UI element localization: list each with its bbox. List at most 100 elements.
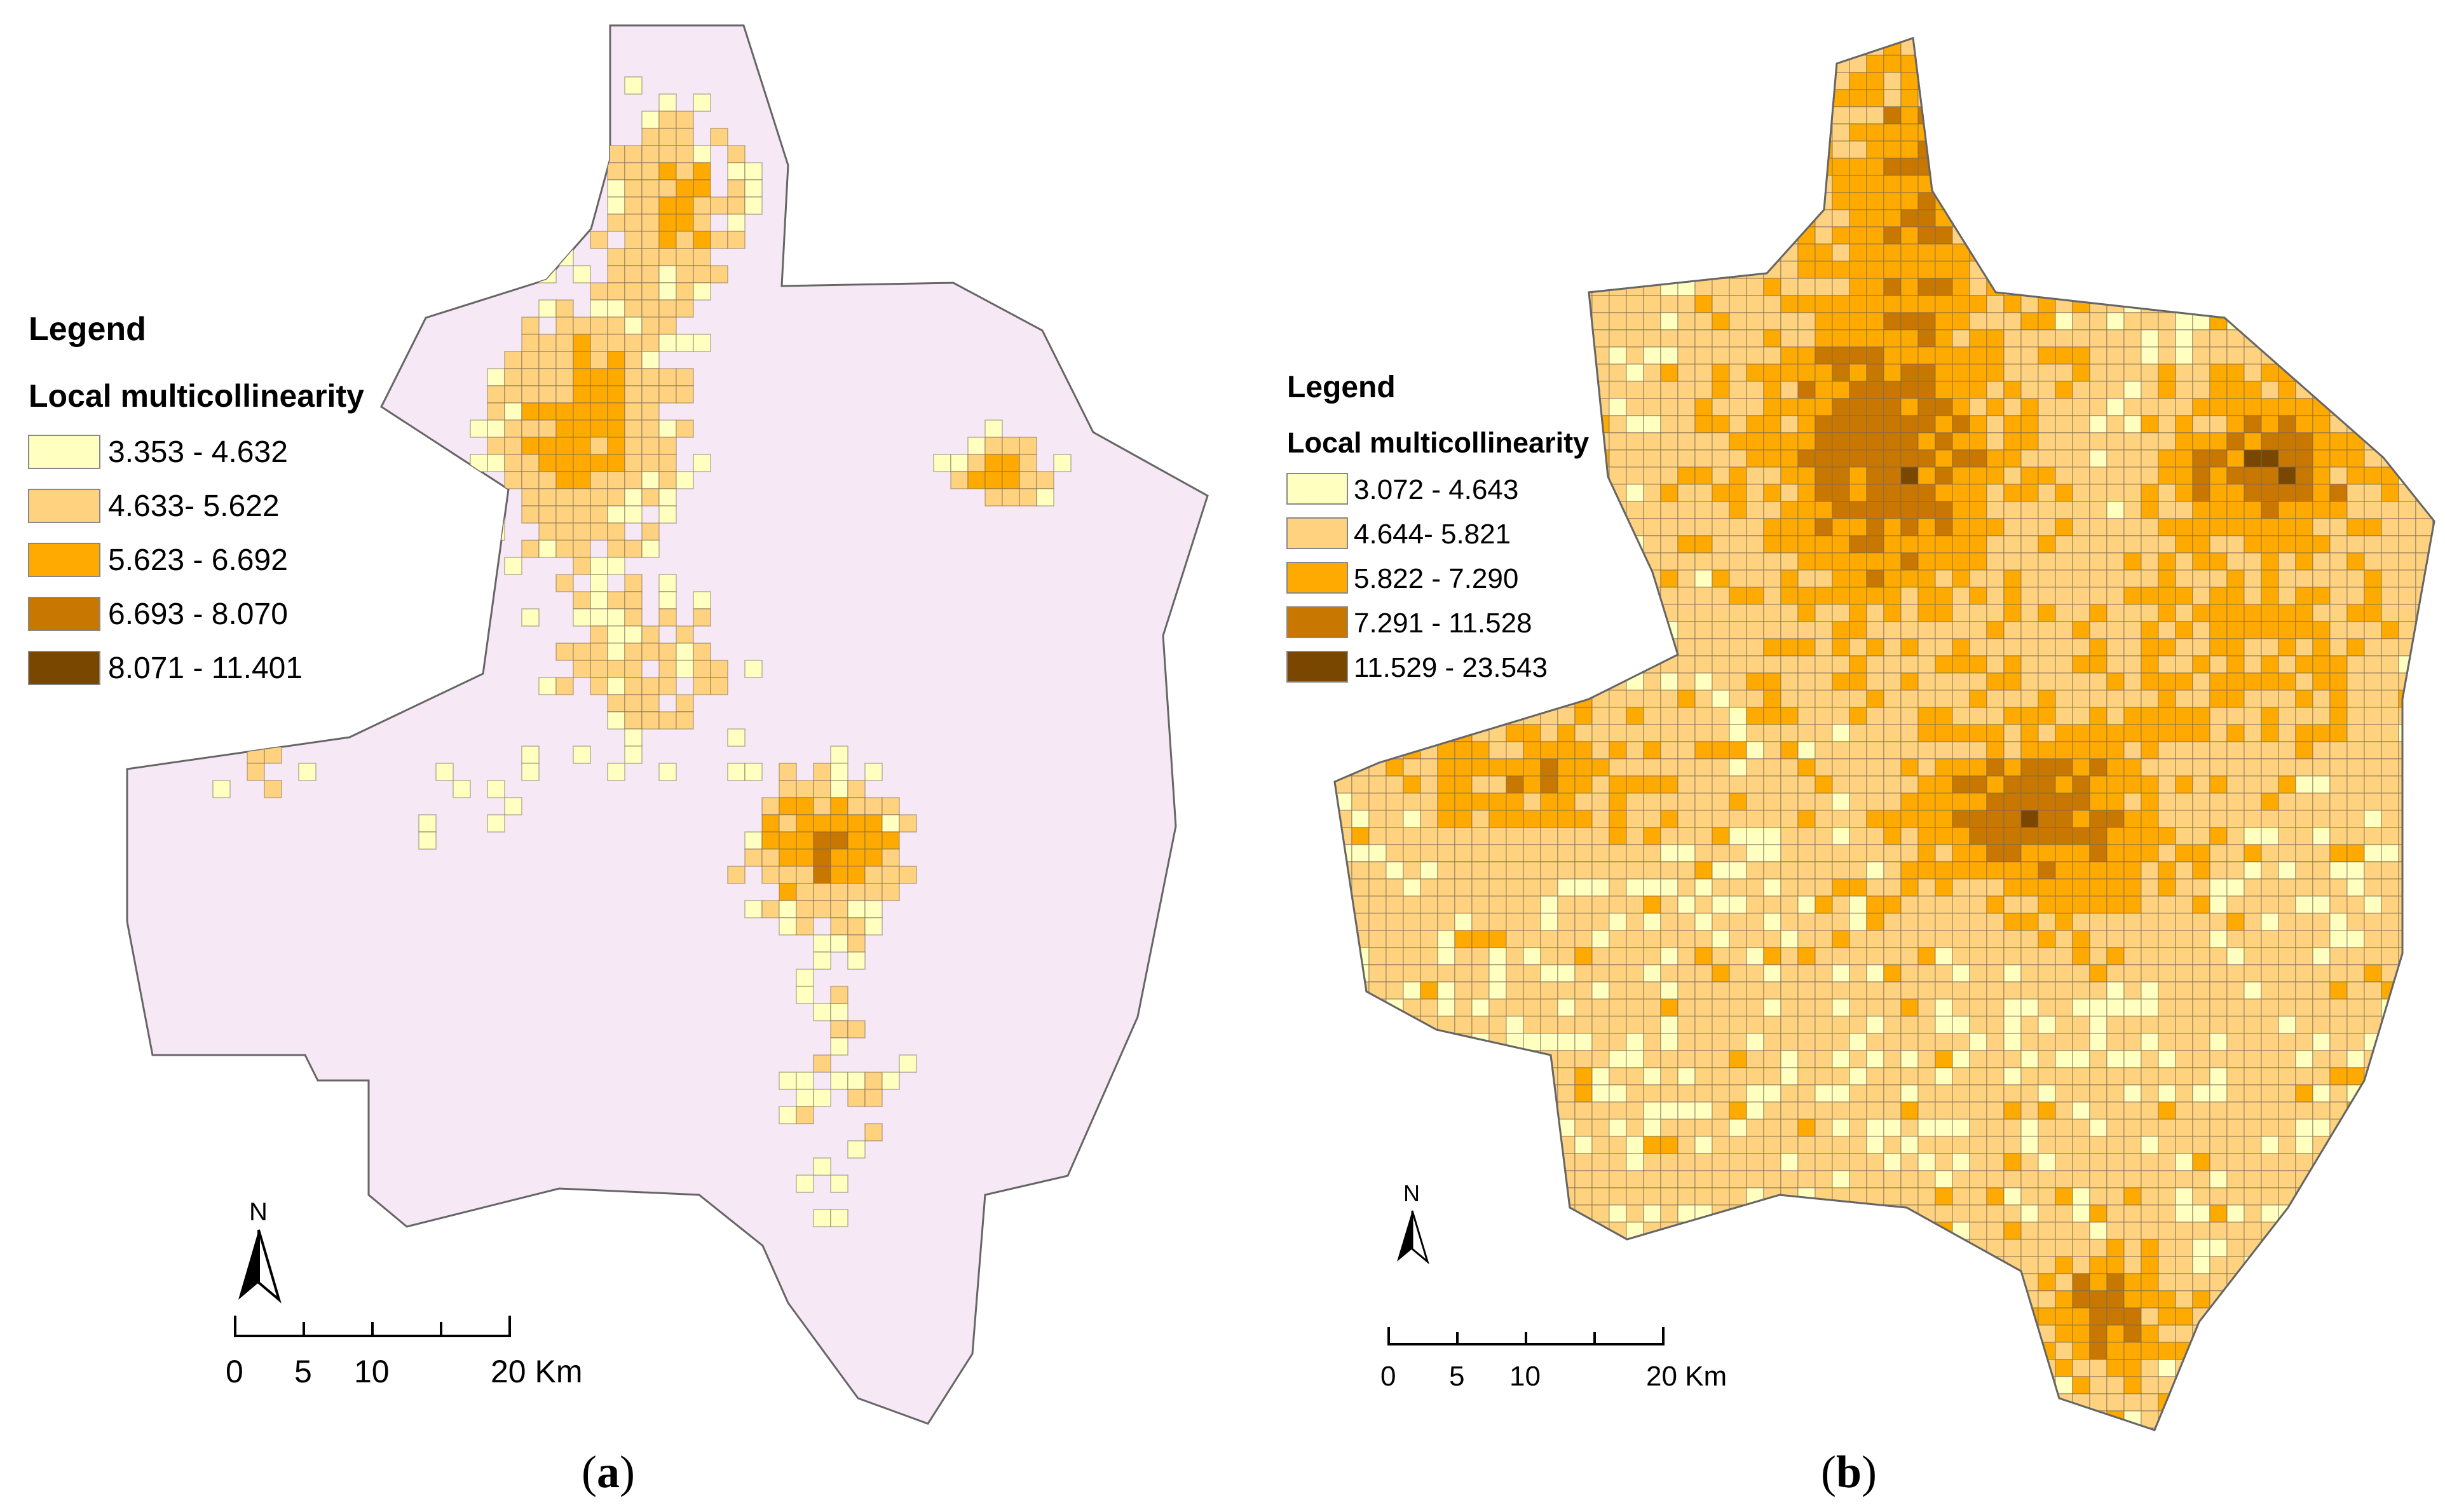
map-cell bbox=[2432, 1033, 2434, 1051]
panel-a-caption: (a) bbox=[582, 1447, 635, 1497]
map-cell bbox=[1986, 1170, 2005, 1188]
map-cell bbox=[1677, 261, 1696, 279]
map-cell bbox=[2261, 913, 2279, 931]
map-cell bbox=[2244, 793, 2262, 811]
map-cell bbox=[1506, 226, 1524, 245]
map-cell bbox=[1368, 1016, 1387, 1034]
map-cell bbox=[2432, 1136, 2434, 1154]
map-cell bbox=[1488, 295, 1507, 313]
map-cell bbox=[830, 814, 848, 833]
map-cell bbox=[2192, 690, 2210, 708]
map-cell bbox=[2175, 432, 2193, 451]
map-cell bbox=[1488, 1016, 1507, 1034]
map-cell bbox=[1351, 243, 1370, 262]
map-cell bbox=[1386, 175, 1404, 193]
panel-b-grid-cells bbox=[1335, 38, 2434, 1430]
map-cell bbox=[1917, 364, 1936, 382]
map-cell bbox=[1866, 655, 1884, 674]
map-cell bbox=[1969, 947, 1987, 965]
map-cell bbox=[2261, 312, 2279, 330]
map-cell bbox=[2346, 501, 2365, 519]
map-cell bbox=[1420, 140, 1438, 159]
map-cell bbox=[1866, 158, 1884, 176]
map-cell bbox=[1609, 1204, 1627, 1223]
map-cell bbox=[2072, 672, 2090, 691]
map-cell bbox=[1866, 793, 1884, 811]
map-cell bbox=[1386, 810, 1404, 828]
map-cell bbox=[1626, 569, 1644, 588]
map-cell bbox=[2158, 896, 2176, 914]
map-cell bbox=[1969, 89, 1987, 107]
map-cell bbox=[2106, 55, 2125, 73]
map-cell bbox=[1986, 398, 2005, 416]
map-cell bbox=[641, 437, 660, 455]
map-cell bbox=[1660, 861, 1679, 880]
map-cell bbox=[1866, 209, 1884, 228]
map-cell bbox=[2209, 329, 2228, 348]
map-cell bbox=[2141, 1136, 2159, 1154]
map-cell bbox=[1643, 89, 1661, 107]
map-cell bbox=[1574, 775, 1593, 794]
map-cell bbox=[2261, 364, 2279, 382]
map-cell bbox=[2364, 467, 2382, 485]
map-cell bbox=[1832, 1016, 1850, 1034]
map-cell bbox=[1746, 1033, 1764, 1051]
map-cell bbox=[590, 488, 608, 507]
map-cell bbox=[2020, 364, 2039, 382]
map-cell bbox=[1986, 998, 2005, 1017]
map-cell bbox=[1694, 209, 1713, 228]
map-cell bbox=[1712, 501, 1730, 519]
panel-a-legend-subtitle: Local multicollinearity bbox=[29, 378, 364, 414]
map-cell bbox=[2141, 38, 2159, 56]
map-cell bbox=[2415, 1204, 2434, 1223]
map-cell bbox=[2398, 261, 2416, 279]
map-cell bbox=[2192, 998, 2210, 1017]
map-cell bbox=[1815, 1016, 1833, 1034]
map-cell bbox=[2415, 1136, 2434, 1154]
map-cell bbox=[2003, 758, 2022, 777]
map-cell bbox=[2226, 604, 2245, 622]
map-cell bbox=[1677, 981, 1696, 1000]
map-cell bbox=[2158, 312, 2176, 330]
map-cell bbox=[1746, 364, 1764, 382]
map-cell bbox=[1351, 55, 1370, 73]
map-cell bbox=[1557, 775, 1576, 794]
map-cell bbox=[1986, 72, 2005, 90]
map-cell bbox=[2261, 1084, 2279, 1103]
map-cell bbox=[1574, 329, 1593, 348]
map-cell bbox=[2003, 72, 2022, 90]
map-cell bbox=[2261, 775, 2279, 794]
map-cell bbox=[1780, 724, 1799, 742]
map-cell bbox=[2209, 775, 2228, 794]
map-cell bbox=[2398, 552, 2416, 571]
map-cell bbox=[1506, 278, 1524, 296]
map-cell bbox=[2244, 655, 2262, 674]
map-cell bbox=[2312, 243, 2331, 262]
map-cell bbox=[2192, 1153, 2210, 1171]
map-cell bbox=[813, 934, 831, 953]
map-cell bbox=[1335, 844, 1352, 862]
map-cell bbox=[813, 1054, 831, 1073]
map-cell bbox=[1403, 140, 1421, 159]
map-cell bbox=[2329, 724, 2348, 742]
map-cell bbox=[2312, 449, 2331, 468]
map-cell bbox=[1002, 471, 1020, 489]
panel-a-legend-title: Legend bbox=[29, 311, 146, 348]
map-cell bbox=[2244, 175, 2262, 193]
map-cell bbox=[1969, 72, 1987, 90]
map-cell bbox=[2141, 261, 2159, 279]
map-cell bbox=[1454, 209, 1473, 228]
map-cell bbox=[779, 883, 797, 901]
map-cell bbox=[1471, 106, 1490, 125]
map-cell bbox=[2364, 998, 2382, 1017]
map-cell bbox=[1471, 123, 1490, 142]
map-cell bbox=[2364, 346, 2382, 365]
map-cell bbox=[2261, 381, 2279, 399]
map-cell bbox=[1763, 278, 1781, 296]
map-cell bbox=[1471, 1101, 1490, 1120]
map-cell bbox=[1643, 964, 1661, 983]
map-cell bbox=[1506, 1153, 1524, 1171]
map-cell bbox=[1849, 89, 1867, 107]
map-cell bbox=[1540, 1136, 1558, 1154]
map-cell bbox=[2364, 896, 2382, 914]
